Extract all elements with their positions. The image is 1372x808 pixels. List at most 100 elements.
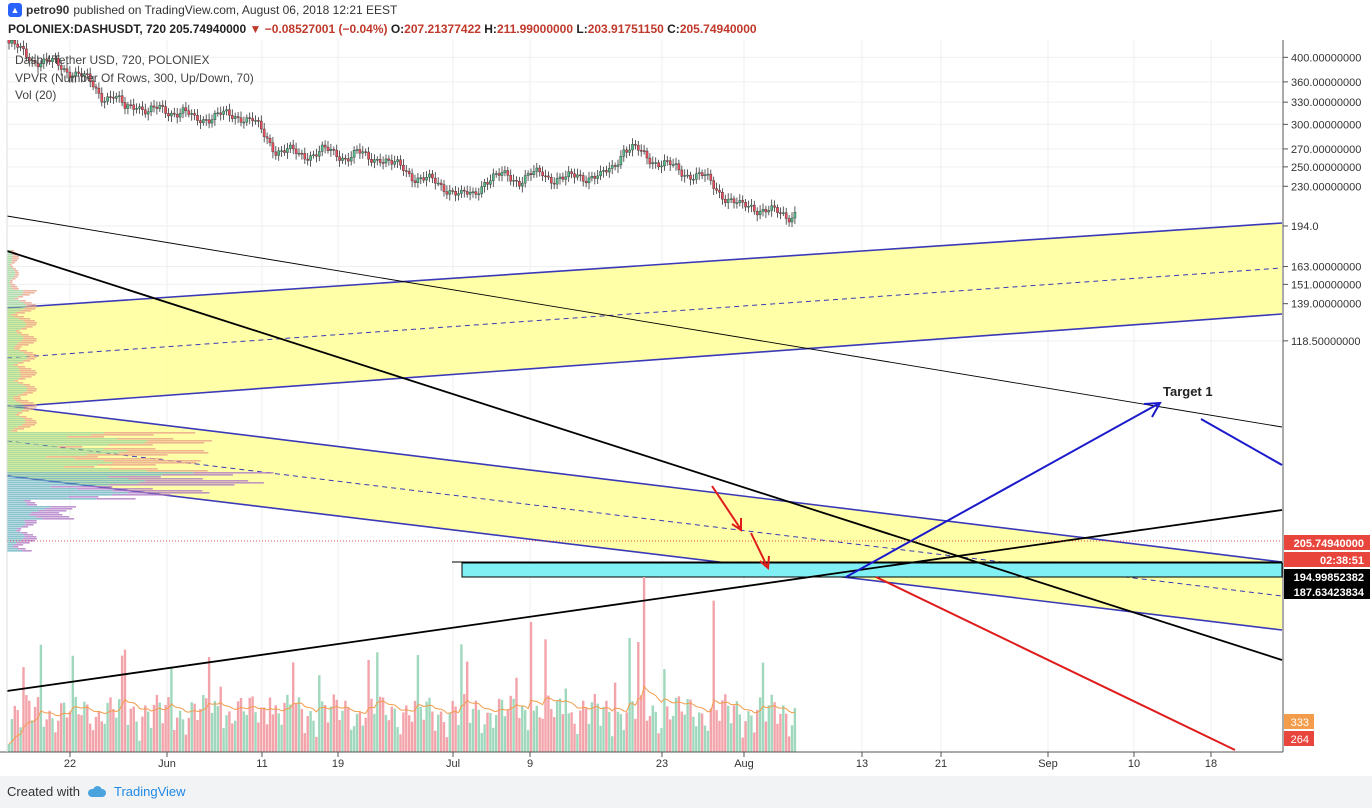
vpvr-down-row	[74, 458, 162, 460]
volume-bar	[187, 717, 190, 752]
vpvr-up-row	[7, 492, 128, 494]
vpvr-down-row	[17, 296, 24, 298]
high-value: 211.99000000	[496, 22, 574, 36]
candle-body	[315, 154, 318, 157]
y-axis[interactable]: 760.00000000680.00000000630.00000000580.…	[1283, 40, 1361, 348]
candle-body	[13, 40, 17, 45]
volume-bar	[460, 644, 463, 752]
candle-body	[294, 148, 298, 154]
volume-bar	[361, 725, 364, 752]
volume-bar	[700, 713, 704, 752]
volume-bar	[77, 714, 80, 752]
vpvr-down-row	[20, 300, 26, 302]
candle-body	[338, 156, 341, 161]
vpvr-down-row	[18, 378, 26, 380]
volume-bar	[210, 712, 214, 752]
volume-bar	[216, 706, 219, 752]
volume-bar	[396, 727, 399, 752]
vpvr-down-row	[27, 388, 37, 390]
candle-body	[758, 210, 762, 216]
x-axis[interactable]: 22 Jun 11 19 Jul 9 23 Aug 13 21 Sep 10 18	[64, 752, 1217, 770]
vpvr-up-row	[7, 318, 20, 320]
red-arrow-2-head-icon	[759, 555, 770, 571]
volume-bar	[283, 702, 286, 752]
candle-body	[538, 167, 541, 173]
volume-bar	[335, 699, 338, 752]
candle-body	[204, 119, 208, 121]
legend-main[interactable]: Dash / Tether USD, 720, POLONIEX	[15, 53, 210, 67]
upper-channel-top	[6, 222, 1283, 309]
x-tick-label: 13	[856, 758, 868, 770]
volume-bar	[97, 710, 101, 752]
vpvr-up-row	[7, 354, 27, 356]
candle-body	[112, 96, 115, 99]
vpvr-down-row	[26, 386, 35, 388]
vpvr-up-row	[7, 272, 16, 274]
volume-bar	[416, 655, 420, 752]
vpvr-down-row	[19, 318, 31, 320]
volume-bar	[732, 705, 736, 752]
candle-body	[138, 106, 141, 109]
volume-bar	[764, 721, 768, 752]
candle-body	[506, 170, 510, 176]
x-tick-label: 18	[1205, 758, 1217, 770]
candle-body	[721, 192, 724, 200]
legend-vpvr[interactable]: VPVR (Number Of Rows, 300, Up/Down, 70)	[15, 71, 254, 85]
candle-body	[94, 86, 98, 89]
vpvr-down-row	[109, 484, 235, 486]
volume-bar	[442, 722, 446, 752]
y-tick-label: 118.50000000	[1291, 336, 1361, 348]
volume-bar	[28, 700, 31, 752]
vpvr-down-row	[18, 394, 28, 396]
candle-body	[129, 104, 133, 106]
volume-bar	[297, 697, 301, 752]
volume-bar	[51, 718, 54, 752]
volume-bar	[13, 705, 16, 752]
volume-bar	[379, 696, 382, 752]
candle-body	[228, 109, 231, 116]
candle-body	[289, 144, 292, 149]
upper-channel-median	[6, 267, 1283, 359]
vpvr-down-row	[26, 502, 36, 504]
candle-body	[753, 204, 756, 212]
vpvr-down-row	[14, 348, 20, 350]
vpvr-down-row	[14, 380, 19, 382]
candle-body	[558, 176, 562, 179]
candle-body	[364, 151, 368, 153]
vpvr-up-row	[7, 298, 15, 300]
candle-body	[25, 48, 28, 58]
candle-body	[152, 105, 156, 108]
legend-volume[interactable]: Vol (20)	[15, 88, 56, 102]
vpvr-down-row	[14, 298, 19, 300]
volume-bar	[48, 710, 51, 752]
candle-body	[378, 159, 382, 163]
candle-body	[425, 177, 428, 181]
vpvr-down-row	[17, 366, 26, 368]
vpvr-down-row	[12, 260, 18, 262]
candle-body	[396, 159, 399, 162]
price-chart[interactable]: Target 1 Dash / Tether USD, 720, POLONIE…	[0, 40, 1372, 776]
vpvr-up-row	[7, 360, 23, 362]
volume-bar	[62, 702, 66, 752]
candle-body	[602, 170, 605, 172]
low-label: L:	[576, 22, 588, 36]
volume-bar	[42, 726, 45, 752]
volume-bar	[663, 669, 666, 752]
volume-profile	[7, 250, 274, 552]
vpvr-down-row	[111, 494, 171, 496]
x-tick-label: Jun	[158, 758, 176, 770]
volume-bar	[616, 711, 620, 752]
candle-body	[242, 121, 246, 124]
lower-channel-top	[6, 405, 1283, 563]
volume-bar	[437, 714, 440, 752]
volume-bar	[457, 724, 460, 752]
vpvr-down-row	[22, 404, 37, 406]
tradingview-link[interactable]: TradingView	[113, 784, 186, 799]
candle-body	[660, 165, 663, 168]
candle-body	[468, 192, 472, 195]
vpvr-up-row	[7, 270, 15, 272]
author-name[interactable]: petro90	[26, 3, 70, 17]
volume-bar	[529, 622, 533, 752]
candle-body	[390, 160, 394, 165]
vpvr-down-row	[16, 344, 29, 346]
